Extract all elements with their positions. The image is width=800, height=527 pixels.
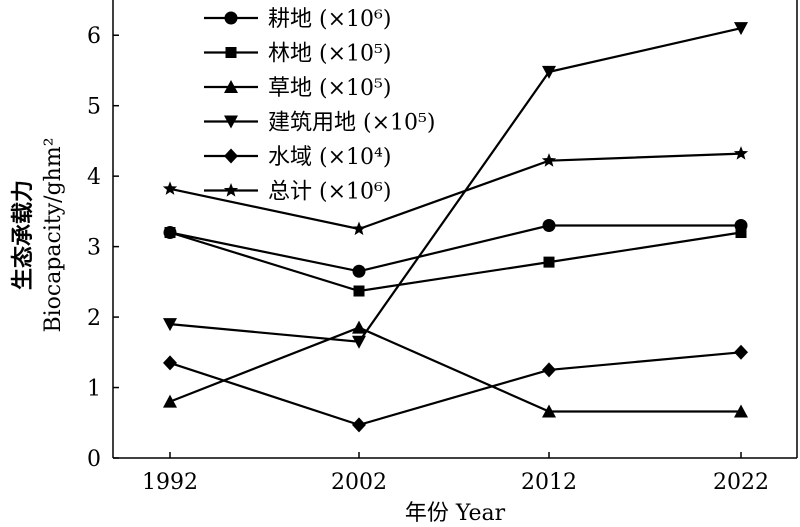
legend-marker-triangle-down [224,115,238,129]
legend-label: 总计 (×10⁶) [268,180,391,205]
data-point-triangle-down [542,65,556,79]
legend-marker-circle [224,11,238,25]
data-point-square [735,227,747,239]
series-line [169,27,742,343]
y-tick-label: 5 [87,95,101,120]
data-point-diamond [734,344,748,360]
data-point-circle [352,264,366,278]
series-star [162,146,749,236]
data-point-square [543,256,555,268]
y-tick-label: 2 [87,306,101,331]
series-circle [163,218,748,278]
legend-label: 耕地 (×10⁶) [268,7,391,32]
series-triangle-down [163,22,748,349]
x-axis-title: 年份 Year [405,501,506,526]
legend-label: 建筑用地 (×10⁵) [268,111,435,136]
data-point-star [541,153,557,167]
y-axis-title: 生态承载力 Biocapacity/ghm² [10,137,66,332]
data-point-star [351,221,367,236]
series-line [169,152,742,231]
x-tick-label: 2012 [521,470,577,495]
data-point-triangle-down [163,318,177,332]
data-point-square [164,227,176,239]
series-line [169,326,741,413]
series-line [169,224,741,273]
y-tick-label: 4 [87,165,101,190]
x-tick-label: 2022 [713,470,769,495]
data-point-diamond [352,417,366,433]
series-layer [162,22,749,433]
y-axis-ticks: 0 1 2 3 4 5 6 [87,24,119,472]
data-point-circle [542,218,556,232]
y-axis-title-cn: 生态承载力 [10,180,36,290]
data-point-diamond [163,355,177,371]
legend-item: 总计 (×10⁶) [204,180,391,205]
legend-marker-triangle-up [224,80,238,93]
legend-label: 水域 (×10⁴) [268,145,391,170]
series-square [164,227,747,297]
data-point-triangle-up [542,404,556,418]
data-point-triangle-up [163,394,177,408]
y-tick-label: 0 [87,447,101,472]
data-point-triangle-down [352,335,366,349]
y-axis-title-en: Biocapacity/ghm² [41,137,66,332]
legend-item: 建筑用地 (×10⁵) [204,111,435,136]
data-point-star [733,146,749,160]
legend-marker-square [225,47,237,58]
legend-item: 草地 (×10⁵) [204,76,391,101]
series-triangle-up [163,320,748,418]
legend-item: 耕地 (×10⁶) [204,7,391,32]
series-diamond [163,344,748,433]
y-tick-label: 3 [87,236,101,261]
data-point-triangle-up [352,320,366,334]
data-point-triangle-up [734,404,748,418]
data-point-star [162,181,178,195]
y-tick-label: 6 [87,24,101,49]
legend-item: 林地 (×10⁵) [204,42,391,67]
data-point-square [353,285,365,297]
x-tick-label: 1992 [142,470,198,495]
y-tick-label: 1 [87,377,101,402]
legend-label: 草地 (×10⁵) [268,76,391,101]
series-line [169,351,742,427]
legend-label: 林地 (×10⁵) [268,42,391,67]
x-axis-ticks: 1992 2002 2012 2022 [142,452,769,495]
legend: 耕地 (×10⁶) 林地 (×10⁵) 草地 (×10⁵) 建筑用地 (×10⁵) 水域… [204,7,435,205]
data-point-diamond [542,362,556,378]
data-point-triangle-down [734,22,748,36]
legend-marker-diamond [224,148,238,164]
plot-frame [112,0,798,459]
x-tick-label: 2002 [331,470,387,495]
legend-marker-star [223,183,239,197]
series-line [169,231,742,293]
legend-item: 水域 (×10⁴) [204,145,391,170]
